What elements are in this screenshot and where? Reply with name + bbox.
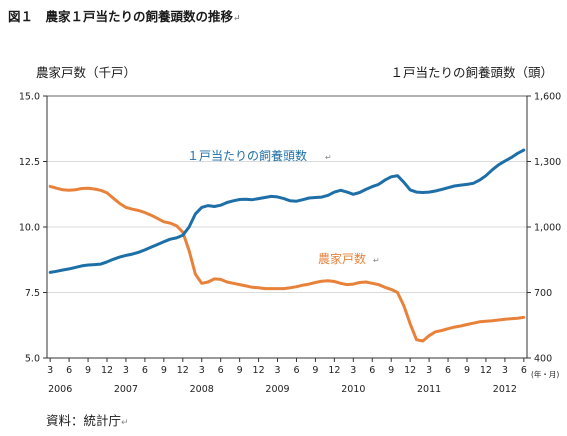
paragraph-mark: ↵	[233, 14, 241, 24]
x-month-label: 9	[312, 365, 318, 376]
left-axis-title: 農家戸数（千戸）	[36, 65, 137, 80]
x-year-label: 2007	[114, 384, 138, 395]
left-tick-label: 10.0	[19, 223, 40, 234]
x-month-label: 3	[123, 365, 129, 376]
left-tick-label: 5.0	[25, 354, 40, 365]
head-per-farm-label: １戸当たりの飼養頭数	[187, 148, 307, 163]
figure-title: 図１ 農家１戸当たりの飼養頭数の推移↵	[8, 6, 241, 25]
x-month-label: 6	[218, 365, 224, 376]
x-year-label: 2010	[341, 384, 365, 395]
x-month-label: 12	[253, 365, 265, 376]
x-month-label: 6	[445, 365, 451, 376]
x-month-label: 9	[237, 365, 243, 376]
right-axis-title: １戸当たりの飼養頭数（頭）	[390, 65, 553, 80]
x-month-label: 3	[199, 365, 205, 376]
x-year-label: 2009	[265, 384, 289, 395]
x-month-label: 12	[404, 365, 416, 376]
x-month-label: 3	[275, 365, 281, 376]
x-month-label: 3	[502, 365, 508, 376]
x-month-label: 6	[369, 365, 375, 376]
farm-households-label: 農家戸数	[318, 251, 366, 266]
x-month-label: 3	[350, 365, 356, 376]
right-tick-label: 400	[534, 354, 552, 365]
right-tick-label: 1,600	[534, 92, 561, 103]
right-tick-label: 1,000	[534, 223, 561, 234]
right-tick-label: 700	[534, 288, 552, 299]
paragraph-mark: ↵	[373, 256, 380, 265]
x-month-label: 12	[480, 365, 492, 376]
x-year-label: 2006	[48, 384, 72, 395]
x-year-label: 2012	[493, 384, 517, 395]
x-month-label: 6	[521, 365, 527, 376]
paragraph-mark: ↵	[325, 153, 332, 162]
x-year-label: 2008	[190, 384, 214, 395]
x-month-label: 3	[426, 365, 432, 376]
x-month-label: 9	[464, 365, 470, 376]
x-month-label: 12	[101, 365, 113, 376]
x-unit-label: (年・月)	[531, 369, 559, 379]
source-text: 資料：統計庁	[46, 413, 122, 428]
x-month-label: 9	[85, 365, 91, 376]
x-month-label: 3	[47, 365, 53, 376]
head-per-farm-line	[48, 148, 526, 274]
x-year-label: 2011	[417, 384, 441, 395]
right-tick-label: 1,300	[534, 157, 561, 168]
x-month-label: 6	[293, 365, 299, 376]
left-tick-label: 7.5	[25, 288, 40, 299]
left-tick-label: 12.5	[19, 157, 40, 168]
figure-title-text: 図１ 農家１戸当たりの飼養頭数の推移	[8, 9, 234, 24]
left-tick-label: 15.0	[19, 92, 40, 103]
paragraph-mark: ↵	[121, 418, 129, 428]
source-note: 資料：統計庁↵	[46, 410, 129, 429]
x-month-label: 6	[66, 365, 72, 376]
x-month-label: 12	[177, 365, 189, 376]
x-month-label: 9	[161, 365, 167, 376]
farm-households-line	[48, 184, 526, 343]
x-month-label: 12	[328, 365, 340, 376]
x-month-label: 9	[388, 365, 394, 376]
x-month-label: 6	[142, 365, 148, 376]
